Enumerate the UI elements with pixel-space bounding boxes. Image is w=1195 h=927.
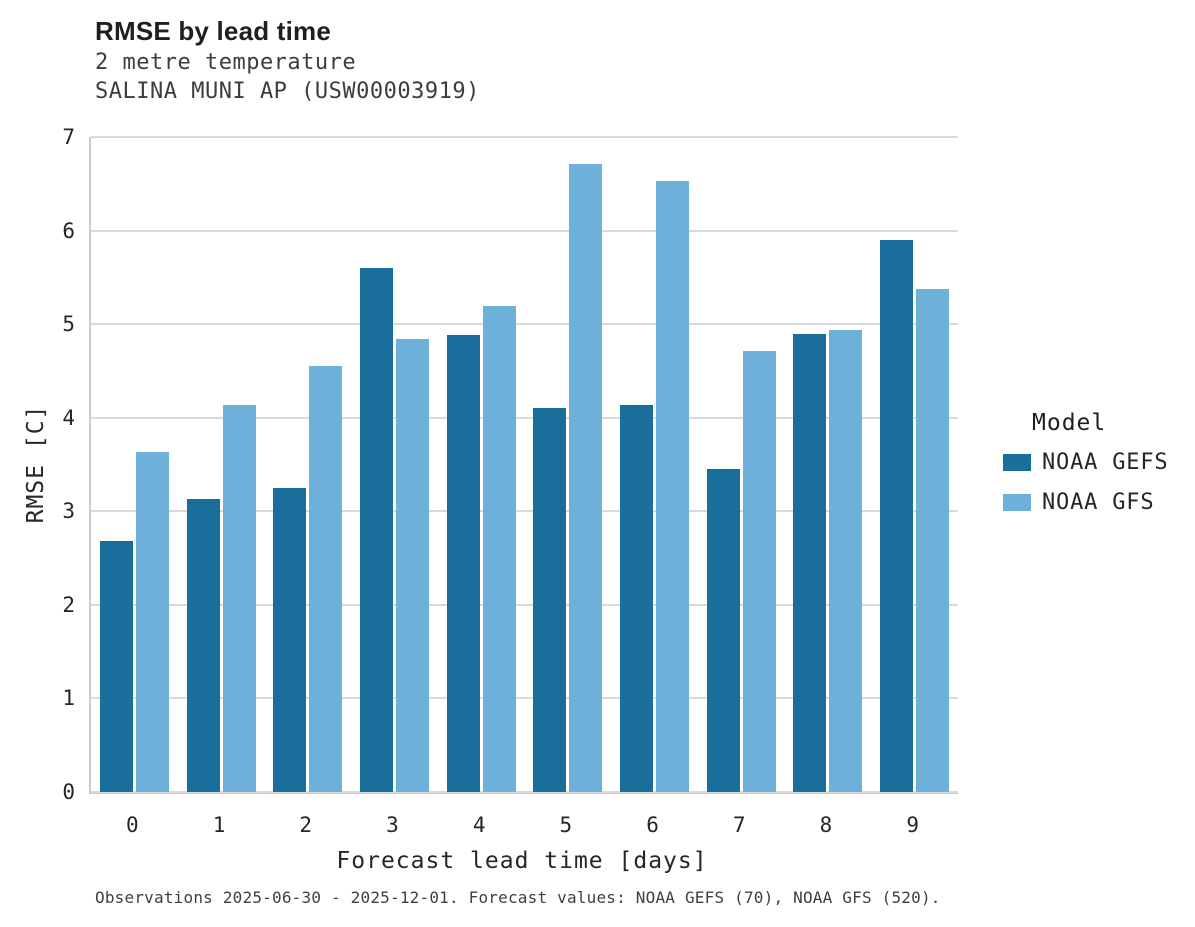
chart-header: RMSE by lead time 2 metre temperature SA… xyxy=(95,15,480,106)
bar-noaa-gefs-lead-4 xyxy=(446,335,480,792)
y-tick-label-5: 5 xyxy=(62,312,75,337)
y-tick-label-7: 7 xyxy=(62,125,75,149)
bar-noaa-gfs-lead-8 xyxy=(829,329,863,792)
x-tick-label-6: 6 xyxy=(646,813,659,837)
chart-subtitle-line2: SALINA MUNI AP (USW00003919) xyxy=(95,79,480,104)
chart-subtitle-line1: 2 metre temperature xyxy=(95,50,357,75)
x-tick-label-4: 4 xyxy=(472,813,486,837)
bar-noaa-gefs-lead-5 xyxy=(533,408,567,792)
bar-noaa-gfs-lead-1 xyxy=(222,404,256,792)
bar-noaa-gfs-lead-4 xyxy=(482,306,516,792)
y-tick-label-4: 4 xyxy=(62,405,75,430)
legend-entries: NOAA GEFS NOAA GFS xyxy=(1003,450,1168,515)
legend-label: NOAA GFS xyxy=(1042,490,1155,515)
bar-noaa-gefs-lead-8 xyxy=(793,334,827,792)
bar-noaa-gefs-lead-3 xyxy=(359,268,393,792)
gridline-y-5 xyxy=(91,323,958,326)
gridline-y-4 xyxy=(91,416,958,419)
bar-noaa-gfs-lead-5 xyxy=(569,164,603,792)
y-tick-label-2: 2 xyxy=(62,592,75,617)
legend-swatch-icon xyxy=(1003,494,1031,511)
x-tick-label-8: 8 xyxy=(819,813,833,837)
bar-noaa-gfs-lead-7 xyxy=(742,351,776,792)
bar-noaa-gefs-lead-7 xyxy=(706,469,740,792)
gridline-y-7 xyxy=(91,136,958,138)
x-tick-label-1: 1 xyxy=(212,813,226,837)
bar-noaa-gfs-lead-2 xyxy=(309,366,343,792)
bar-noaa-gfs-lead-9 xyxy=(916,288,950,792)
y-tick-label-1: 1 xyxy=(62,686,75,711)
gridline-y-1 xyxy=(91,697,958,700)
x-tick-label-7: 7 xyxy=(732,813,746,837)
bar-noaa-gefs-lead-0 xyxy=(99,541,133,792)
x-tick-label-5: 5 xyxy=(559,813,573,837)
gridline-y-6 xyxy=(91,229,958,232)
footer-caption: Observations 2025-06-30 - 2025-12-01. Fo… xyxy=(95,888,941,907)
legend-label: NOAA GEFS xyxy=(1042,450,1169,475)
bar-noaa-gfs-lead-6 xyxy=(656,180,690,792)
y-tick-label-6: 6 xyxy=(62,218,75,243)
gridline-y-2 xyxy=(91,603,958,606)
x-tick-label-0: 0 xyxy=(126,813,139,837)
y-tick-label-3: 3 xyxy=(62,499,75,524)
legend: Model NOAA GEFS NOAA GFS xyxy=(1003,410,1168,530)
chart-title: RMSE by lead time xyxy=(95,16,332,46)
bar-noaa-gfs-lead-3 xyxy=(395,339,429,792)
bar-noaa-gfs-lead-0 xyxy=(135,452,169,792)
bar-noaa-gefs-lead-2 xyxy=(273,487,307,792)
plot-area xyxy=(89,136,958,794)
x-axis-title: Forecast lead time [days] xyxy=(336,848,708,874)
bar-noaa-gefs-lead-6 xyxy=(620,404,654,792)
legend-swatch-icon xyxy=(1003,454,1031,471)
x-tick-label-3: 3 xyxy=(386,813,399,837)
legend-entry-noaa-gfs: NOAA GFS xyxy=(1003,490,1168,515)
legend-title: Model xyxy=(1032,410,1107,436)
y-tick-label-0: 0 xyxy=(62,780,75,804)
gridline-y-3 xyxy=(91,510,958,513)
x-tick-label-9: 9 xyxy=(906,813,919,837)
legend-entry-noaa-gefs: NOAA GEFS xyxy=(1003,450,1168,475)
x-tick-label-2: 2 xyxy=(299,813,313,837)
bar-noaa-gefs-lead-1 xyxy=(186,499,220,792)
gridline-y-0 xyxy=(91,791,958,793)
bar-noaa-gefs-lead-9 xyxy=(880,239,914,792)
